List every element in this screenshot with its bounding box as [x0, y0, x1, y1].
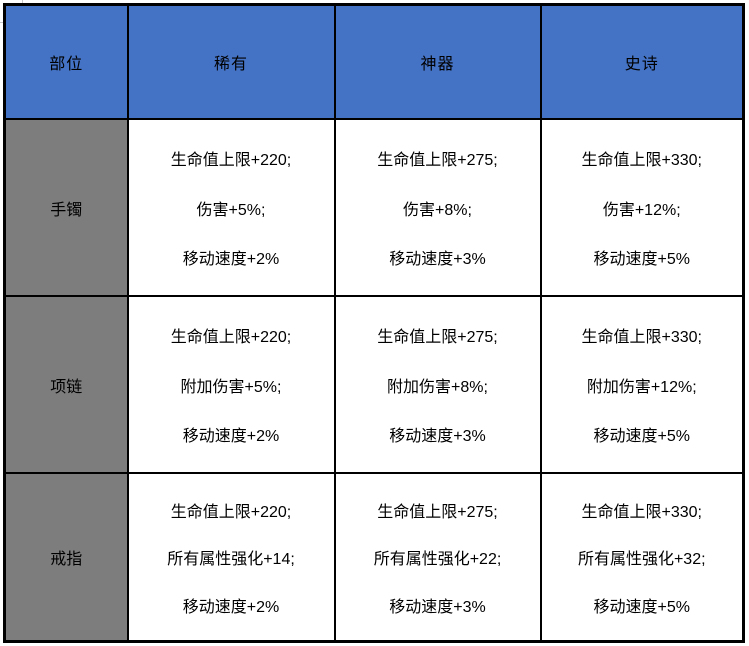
header-cell-rare: 稀有: [126, 3, 336, 120]
stat-line: 生命值上限+275;: [377, 328, 498, 346]
header-cell-part: 部位: [3, 3, 129, 120]
stat-cell-ring-artifact: 生命值上限+275; 所有属性强化+22; 移动速度+3%: [333, 472, 542, 643]
stat-line: 移动速度+5%: [593, 598, 690, 616]
table-row-bracelet: 手镯 生命值上限+220; 伤害+5%; 移动速度+2% 生命值上限+275; …: [3, 118, 745, 297]
stat-line: 移动速度+3%: [389, 251, 486, 269]
stat-line: 附加伤害+5%;: [180, 378, 282, 396]
stat-line: 生命值上限+330;: [581, 151, 703, 169]
stat-line: 所有属性强化+22;: [373, 551, 502, 568]
stat-line: 移动速度+2%: [182, 251, 280, 269]
stat-cell-bracelet-rare: 生命值上限+220; 伤害+5%; 移动速度+2%: [126, 118, 336, 297]
stat-line: 生命值上限+220;: [170, 151, 292, 169]
row-label-necklace: 项链: [3, 295, 129, 474]
stat-line: 伤害+5%;: [196, 201, 266, 219]
stat-line: 伤害+12%;: [602, 201, 681, 219]
table-row-ring: 戒指 生命值上限+220; 所有属性强化+14; 移动速度+2% 生命值上限+2…: [3, 472, 745, 643]
stat-line: 伤害+8%;: [403, 201, 472, 219]
stat-line: 移动速度+5%: [593, 251, 690, 269]
gridline-stub-left: [0, 22, 3, 23]
stat-line: 移动速度+3%: [389, 428, 486, 446]
equipment-stats-sheet: 部位 稀有 神器 史诗 手镯 生命值上限+220; 伤害+5%; 移动速度+2%: [3, 3, 745, 643]
row-label-ring: 戒指: [3, 472, 129, 643]
stat-line: 生命值上限+220;: [170, 503, 292, 521]
stat-cell-ring-rare: 生命值上限+220; 所有属性强化+14; 移动速度+2%: [126, 472, 336, 643]
header-cell-artifact: 神器: [333, 3, 542, 120]
stat-line: 移动速度+2%: [182, 598, 280, 616]
gridline-stub-top: [22, 0, 23, 3]
stat-cell-necklace-artifact: 生命值上限+275; 附加伤害+8%; 移动速度+3%: [333, 295, 542, 474]
stat-line: 移动速度+5%: [593, 428, 690, 446]
stat-line: 附加伤害+8%;: [387, 378, 488, 396]
stat-cell-ring-epic: 生命值上限+330; 所有属性强化+32; 移动速度+5%: [539, 472, 745, 643]
stat-line: 所有属性强化+14;: [167, 551, 295, 568]
stat-line: 生命值上限+330;: [581, 503, 703, 521]
table-row-necklace: 项链 生命值上限+220; 附加伤害+5%; 移动速度+2% 生命值上限+275…: [3, 295, 745, 474]
header-cell-epic: 史诗: [539, 3, 745, 120]
stat-cell-necklace-rare: 生命值上限+220; 附加伤害+5%; 移动速度+2%: [126, 295, 336, 474]
stat-line: 移动速度+2%: [182, 428, 280, 446]
stat-line: 所有属性强化+32;: [577, 551, 706, 568]
stat-line: 生命值上限+275;: [377, 151, 498, 169]
stat-line: 生命值上限+220;: [170, 328, 292, 346]
equipment-attributes-table: 部位 稀有 神器 史诗 手镯 生命值上限+220; 伤害+5%; 移动速度+2%: [3, 3, 745, 643]
row-label-bracelet: 手镯: [3, 118, 129, 297]
stat-cell-necklace-epic: 生命值上限+330; 附加伤害+12%; 移动速度+5%: [539, 295, 745, 474]
stat-line: 生命值上限+275;: [377, 503, 498, 521]
stat-line: 附加伤害+12%;: [586, 378, 697, 396]
stat-line: 移动速度+3%: [389, 598, 486, 616]
stat-line: 生命值上限+330;: [581, 328, 703, 346]
stat-cell-bracelet-artifact: 生命值上限+275; 伤害+8%; 移动速度+3%: [333, 118, 542, 297]
stat-cell-bracelet-epic: 生命值上限+330; 伤害+12%; 移动速度+5%: [539, 118, 745, 297]
table-header-row: 部位 稀有 神器 史诗: [3, 3, 745, 120]
